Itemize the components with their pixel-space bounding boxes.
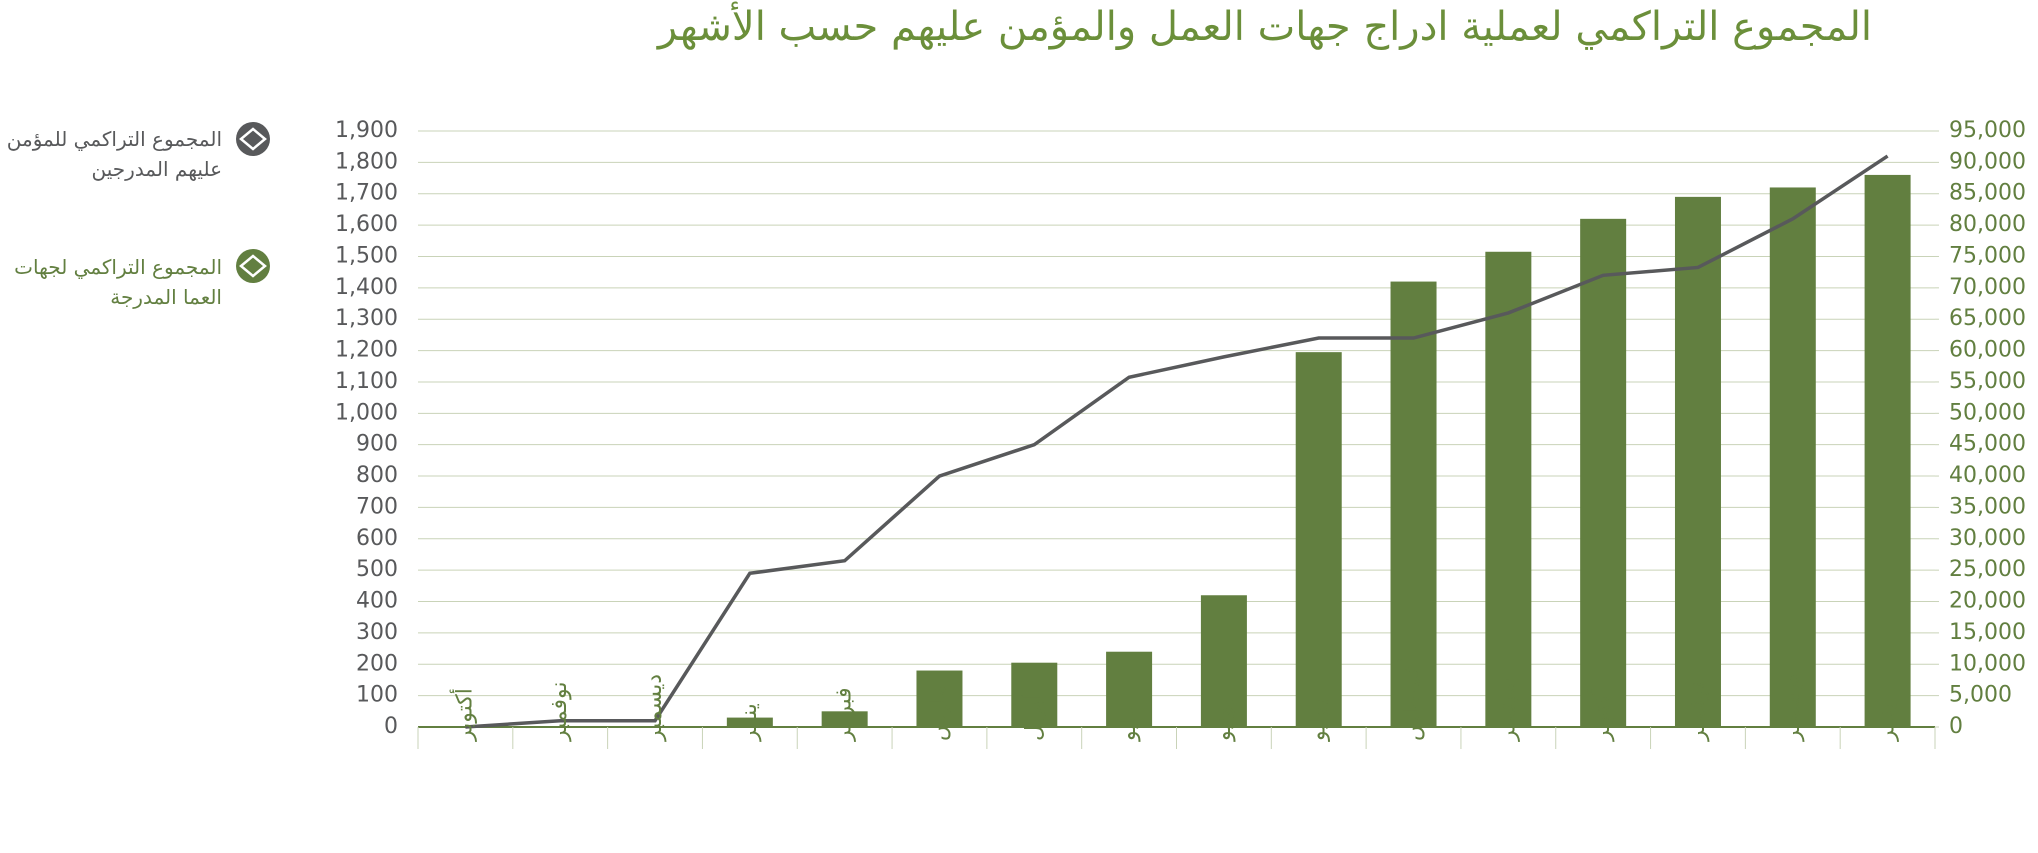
y-tick-label: 1,100 bbox=[335, 369, 398, 394]
y-tick-label: 700 bbox=[356, 494, 398, 519]
x-tick-label: نوفمبر bbox=[547, 681, 572, 742]
legend-icon-shape bbox=[239, 127, 267, 151]
y2-tick-label: 35,000 bbox=[1949, 494, 2026, 519]
x-tick-label: يناير bbox=[1875, 703, 1900, 742]
y2-tick-label: 65,000 bbox=[1949, 306, 2026, 331]
line bbox=[465, 154, 1889, 729]
y-tick-label: 300 bbox=[356, 620, 398, 645]
bar bbox=[1769, 187, 1816, 728]
y2-tick-label: 0 bbox=[1949, 714, 1963, 739]
x-tick-label: أبريل bbox=[1018, 694, 1046, 741]
y2-tick-label: 40,000 bbox=[1949, 463, 2026, 488]
y-tick-label: 800 bbox=[356, 463, 398, 488]
x-tick-label: مارس bbox=[926, 685, 951, 741]
y2-tick-label: 45,000 bbox=[1949, 432, 2026, 457]
y-tick-label: 100 bbox=[356, 683, 398, 708]
y-tick-label: 400 bbox=[356, 589, 398, 614]
y-tick-label: 1,600 bbox=[335, 212, 398, 237]
y-tick-label: 0 bbox=[384, 714, 398, 739]
y-tick-label: 200 bbox=[356, 651, 398, 676]
bar bbox=[1390, 281, 1437, 727]
legend-icon-circle bbox=[236, 122, 270, 156]
bar bbox=[1106, 651, 1153, 727]
y2-tick-label: 50,000 bbox=[1949, 400, 2026, 425]
y2-tick-label: 20,000 bbox=[1949, 589, 2026, 614]
bar bbox=[1295, 352, 1342, 727]
y-tick-label: 1,300 bbox=[335, 306, 398, 331]
x-tick-label: ديسمبر bbox=[642, 674, 667, 742]
x-tick-label: نوفمبر bbox=[1685, 681, 1710, 742]
y-tick-label: 900 bbox=[356, 432, 398, 457]
legend-icon-circle bbox=[236, 249, 270, 283]
y-tick-label: 1,800 bbox=[335, 149, 398, 174]
y2-tick-label: 95,000 bbox=[1949, 118, 2026, 143]
bar bbox=[1011, 662, 1058, 727]
y-tick-label: 1,500 bbox=[335, 243, 398, 268]
bar bbox=[726, 717, 773, 727]
y2-tick-label: 5,000 bbox=[1949, 683, 2012, 708]
x-tick-label: أكتوبر bbox=[449, 688, 477, 742]
bar bbox=[1674, 196, 1721, 728]
x-tick-label: يناير bbox=[737, 703, 762, 742]
y2-tick-label: 30,000 bbox=[1949, 526, 2026, 551]
bar bbox=[1485, 251, 1532, 727]
y2-tick-label: 70,000 bbox=[1949, 275, 2026, 300]
bar bbox=[1864, 174, 1911, 728]
legend-label: المجموع التراكمي لجهات العما المدرجة bbox=[14, 255, 222, 309]
y-tick-label: 1,200 bbox=[335, 338, 398, 363]
x-tick-label: فبراير bbox=[832, 687, 857, 742]
y-tick-label: 500 bbox=[356, 557, 398, 582]
legend-icon bbox=[236, 249, 270, 283]
x-tick-label: مايو bbox=[1116, 705, 1141, 742]
bar bbox=[1200, 595, 1247, 727]
y2-tick-label: 90,000 bbox=[1949, 149, 2026, 174]
y2-tick-label: 75,000 bbox=[1949, 243, 2026, 268]
x-tick-label: يونيو bbox=[1211, 699, 1236, 742]
bar bbox=[821, 711, 868, 727]
y2-tick-label: 15,000 bbox=[1949, 620, 2026, 645]
y-tick-label: 600 bbox=[356, 526, 398, 551]
y2-tick-label: 25,000 bbox=[1949, 557, 2026, 582]
x-tick-label: يوليو bbox=[1306, 699, 1331, 742]
y2-tick-label: 55,000 bbox=[1949, 369, 2026, 394]
legend-label: المجموع التراكمي للمؤمن عليهم المدرجين bbox=[6, 127, 222, 181]
y-tick-label: 1,900 bbox=[335, 118, 398, 143]
x-tick-label: ديسمبر bbox=[1780, 674, 1805, 742]
y2-tick-label: 80,000 bbox=[1949, 212, 2026, 237]
bar bbox=[1580, 218, 1627, 727]
x-tick-label: سبتمبر bbox=[1495, 678, 1520, 742]
legend-icon-shape bbox=[239, 254, 267, 278]
bar bbox=[916, 670, 963, 727]
y2-tick-label: 85,000 bbox=[1949, 181, 2026, 206]
y-tick-label: 1,700 bbox=[335, 181, 398, 206]
x-tick-label: أكتوبر bbox=[1587, 688, 1615, 742]
y2-tick-label: 10,000 bbox=[1949, 651, 2026, 676]
x-tick-label: أغسطس bbox=[1398, 658, 1426, 741]
y-tick-label: 1,400 bbox=[335, 275, 398, 300]
legend-icon bbox=[236, 122, 270, 156]
chart-title: المجموع التراكمي لعملية ادراج جهات العمل… bbox=[657, 4, 1872, 50]
y2-tick-label: 60,000 bbox=[1949, 338, 2026, 363]
y-tick-label: 1,000 bbox=[335, 400, 398, 425]
